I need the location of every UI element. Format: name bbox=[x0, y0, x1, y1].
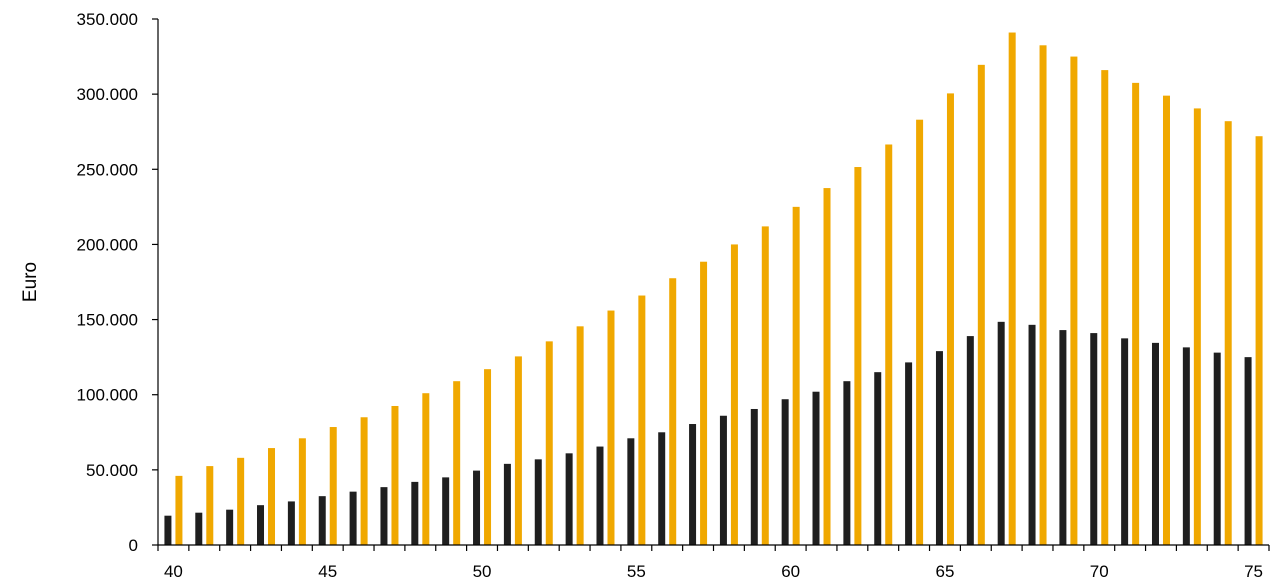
bar-series1-42 bbox=[226, 509, 234, 545]
bar-series2-57 bbox=[700, 261, 708, 545]
bar-series2-45 bbox=[329, 427, 337, 545]
bar-series2-75 bbox=[1255, 136, 1263, 545]
y-tick-label: 0 bbox=[129, 536, 138, 555]
bar-series1-63 bbox=[874, 372, 882, 545]
bar-series2-70 bbox=[1101, 70, 1109, 545]
bar-series2-67 bbox=[1008, 32, 1016, 545]
y-tick-label: 350.000 bbox=[77, 10, 138, 29]
bar-series1-57 bbox=[689, 424, 697, 545]
bar-series1-67 bbox=[997, 321, 1005, 545]
bar-series2-47 bbox=[391, 405, 399, 545]
bar-series2-64 bbox=[916, 119, 924, 545]
bar-series1-54 bbox=[596, 446, 604, 545]
bar-series2-68 bbox=[1039, 45, 1047, 546]
bar-series1-56 bbox=[658, 432, 666, 545]
x-tick-label: 55 bbox=[627, 562, 646, 581]
x-tick-label: 50 bbox=[473, 562, 492, 581]
bar-series2-55 bbox=[638, 295, 646, 545]
bar-series1-69 bbox=[1059, 330, 1067, 545]
x-tick-label: 70 bbox=[1090, 562, 1109, 581]
bar-series1-58 bbox=[719, 415, 727, 545]
bar-series1-48 bbox=[411, 481, 419, 545]
bar-series1-40 bbox=[164, 515, 172, 545]
x-tick-label: 75 bbox=[1244, 562, 1263, 581]
y-tick-label: 250.000 bbox=[77, 160, 138, 179]
bar-series2-58 bbox=[730, 244, 738, 545]
bar-series1-75 bbox=[1244, 357, 1252, 545]
bar-series1-70 bbox=[1090, 333, 1098, 545]
x-tick-label: 40 bbox=[164, 562, 183, 581]
bar-series2-48 bbox=[422, 393, 430, 545]
bar-series2-73 bbox=[1193, 108, 1201, 546]
bar-series2-52 bbox=[545, 341, 553, 545]
bar-series1-60 bbox=[781, 399, 789, 545]
bar-series1-55 bbox=[627, 438, 635, 545]
bar-series2-71 bbox=[1132, 82, 1140, 546]
bar-series2-66 bbox=[977, 64, 985, 545]
bar-series2-41 bbox=[206, 466, 214, 545]
bar-series1-47 bbox=[380, 487, 388, 545]
bar-series2-42 bbox=[237, 457, 245, 545]
bar-series2-60 bbox=[792, 206, 800, 546]
bar-series1-74 bbox=[1213, 352, 1221, 545]
bar-series1-53 bbox=[565, 453, 573, 545]
bar-series2-74 bbox=[1224, 121, 1232, 545]
bar-series2-43 bbox=[268, 448, 276, 545]
bar-series1-50 bbox=[473, 470, 481, 545]
x-axis-ticks: 40 45 50 55 60 65 70 75 bbox=[157, 545, 1270, 581]
bar-series2-56 bbox=[669, 278, 677, 545]
bar-series1-41 bbox=[195, 512, 203, 545]
bar-series2-72 bbox=[1162, 95, 1170, 546]
bar-series2-51 bbox=[514, 356, 522, 545]
bar-series1-51 bbox=[503, 463, 511, 545]
bar-series1-72 bbox=[1151, 342, 1159, 545]
bar-series1-44 bbox=[287, 501, 295, 545]
bar-series1-64 bbox=[905, 362, 913, 545]
bar-series2-54 bbox=[607, 310, 615, 545]
bar-series1-68 bbox=[1028, 324, 1036, 545]
bar-series2-61 bbox=[823, 188, 831, 545]
bar-series1-61 bbox=[812, 391, 820, 545]
y-axis-ticks: 0 50.000 100.000 150.000 200.000 250.000 300.0… bbox=[77, 10, 158, 555]
bar-series2-69 bbox=[1070, 56, 1078, 545]
y-tick-label: 150.000 bbox=[77, 311, 138, 330]
bar-series1-66 bbox=[966, 336, 974, 545]
y-tick-label: 100.000 bbox=[77, 386, 138, 405]
bar-series2-46 bbox=[360, 417, 368, 545]
y-axis-title: Euro bbox=[20, 262, 41, 302]
y-tick-label: 200.000 bbox=[77, 235, 138, 254]
bar-series2-49 bbox=[453, 381, 461, 545]
bar-series1-45 bbox=[318, 496, 326, 545]
bar-series1-73 bbox=[1182, 347, 1190, 545]
bar-series2-65 bbox=[946, 93, 954, 545]
bar-series2-62 bbox=[854, 167, 862, 545]
bar-series1-52 bbox=[534, 459, 542, 545]
bar-series1-43 bbox=[257, 505, 265, 545]
x-tick-label: 45 bbox=[318, 562, 337, 581]
bar-series2-59 bbox=[761, 226, 769, 545]
bar-series1-65 bbox=[935, 351, 943, 545]
bars-group bbox=[164, 32, 1263, 546]
bar-series2-63 bbox=[885, 144, 893, 546]
bar-series2-40 bbox=[175, 475, 183, 545]
bar-series2-50 bbox=[484, 369, 492, 545]
x-tick-label: 65 bbox=[935, 562, 954, 581]
bar-series1-62 bbox=[843, 381, 851, 545]
bar-series1-71 bbox=[1121, 338, 1129, 545]
bar-series2-44 bbox=[298, 438, 306, 545]
bar-series1-46 bbox=[349, 491, 357, 545]
y-tick-label: 300.000 bbox=[77, 85, 138, 104]
y-tick-label: 50.000 bbox=[86, 461, 138, 480]
bar-series1-49 bbox=[442, 477, 450, 545]
bar-series1-59 bbox=[750, 408, 758, 545]
x-tick-label: 60 bbox=[781, 562, 800, 581]
bar-series2-53 bbox=[576, 326, 584, 545]
